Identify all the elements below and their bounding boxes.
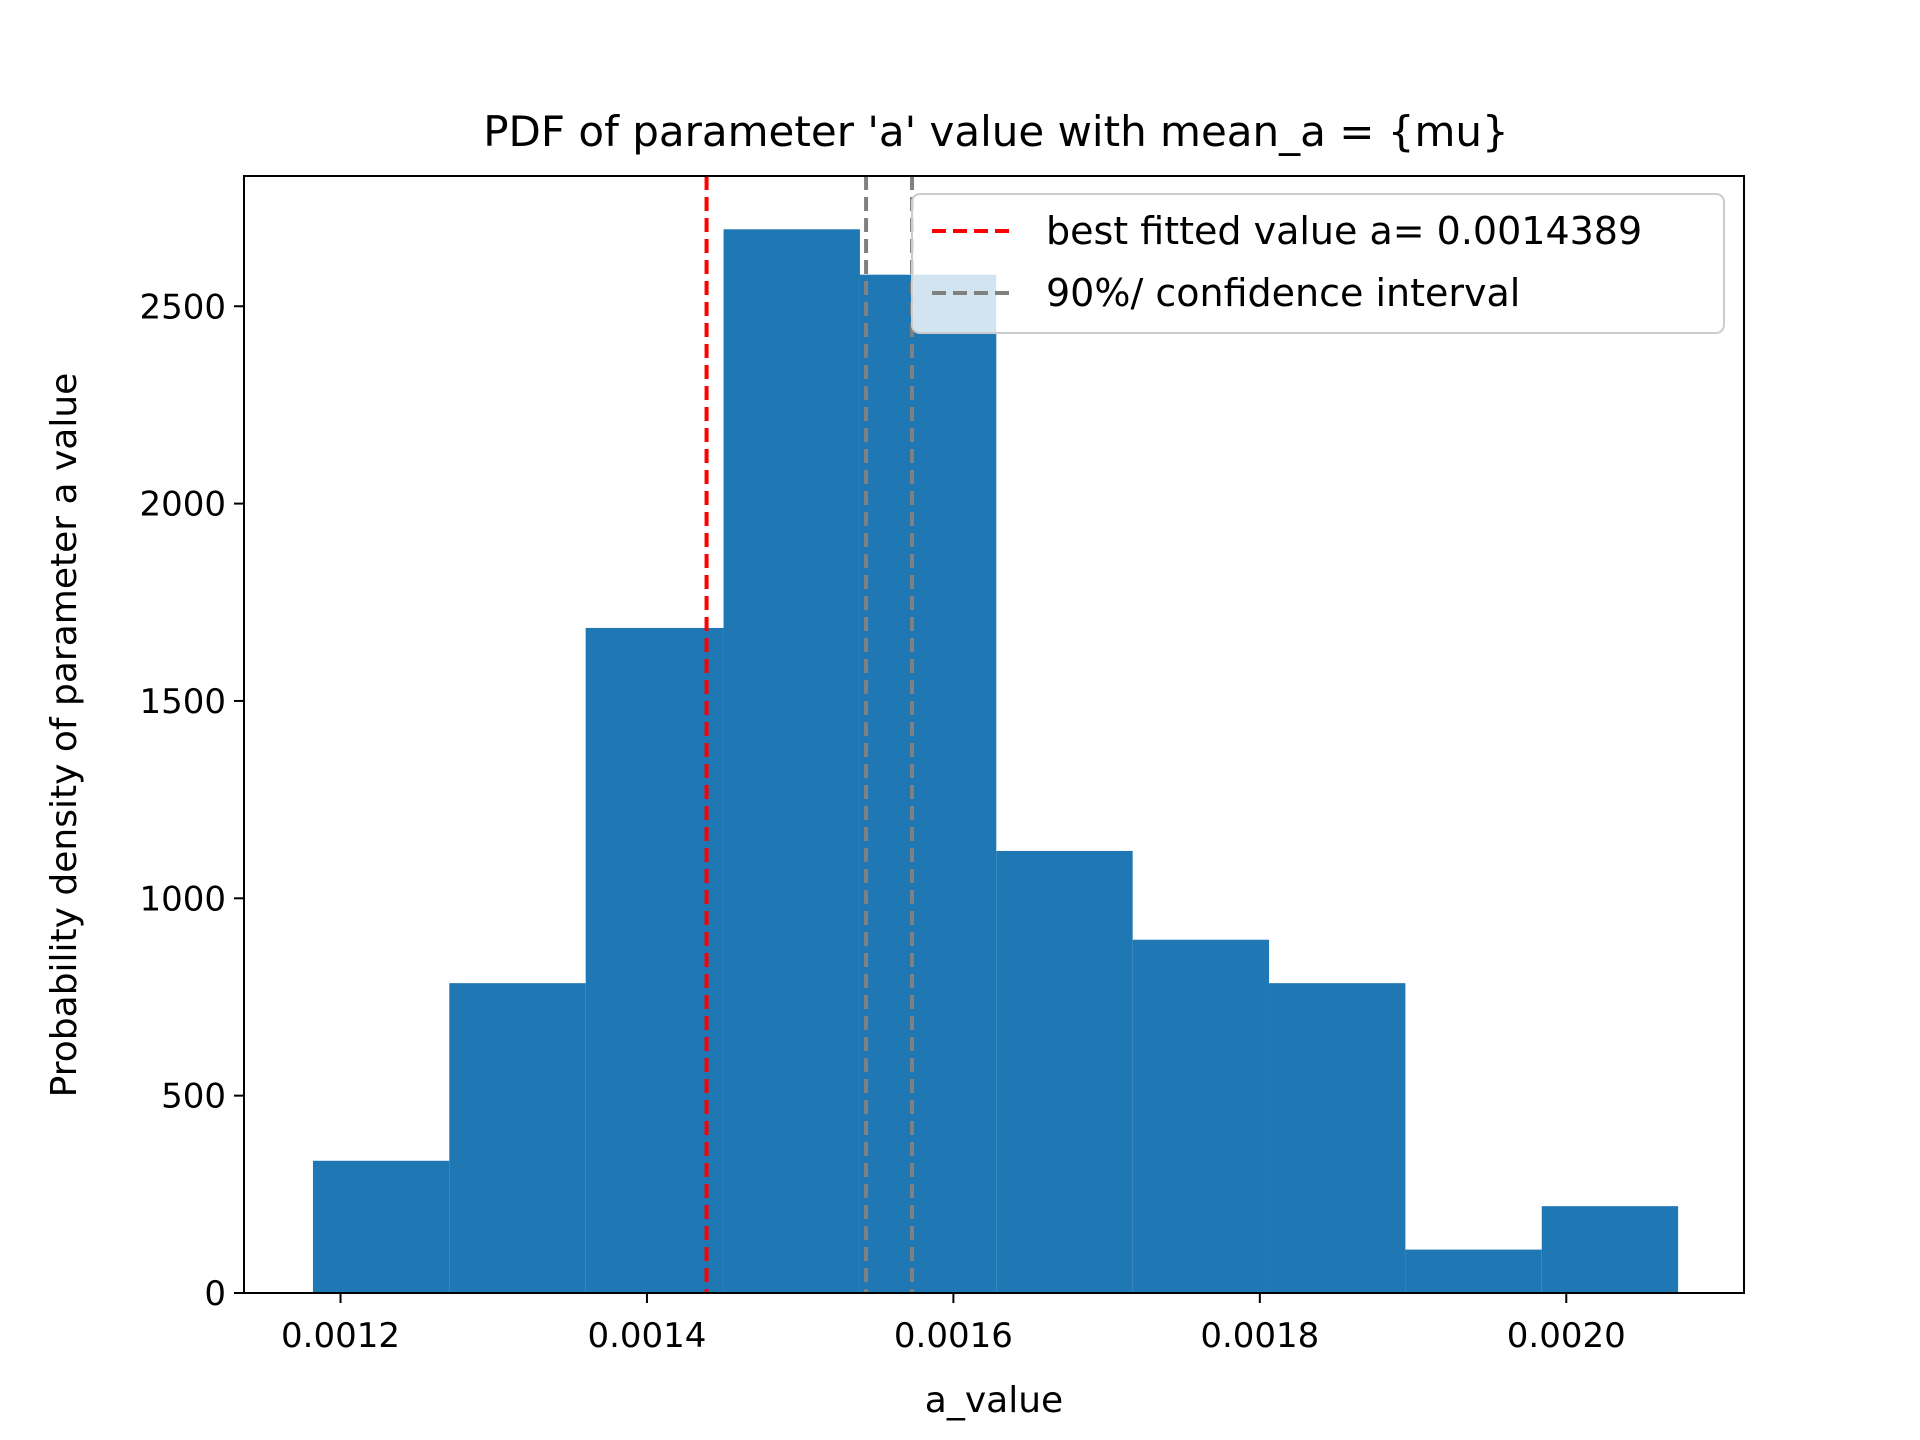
reference-lines-group [704,176,915,1293]
histogram-bar-8 [1269,983,1406,1293]
x-axis-label: a_value [925,1380,1063,1421]
y-tick-label: 1000 [139,879,226,919]
y-tick-label: 1500 [139,682,226,722]
chart-title: PDF of parameter 'a' value with mean_a =… [483,107,1509,156]
histogram-bar-3 [585,627,724,1293]
histogram-bar-6 [996,850,1133,1293]
x-tick-label: 0.0020 [1507,1316,1626,1356]
plot-frame [243,175,1745,1294]
histogram-bar-2 [449,983,586,1293]
histogram-bar-1 [312,1160,450,1293]
histogram-bar-9 [1405,1249,1542,1293]
bars-group [312,229,1679,1294]
legend: best fitted value a= 0.0014389 90%/ conf… [911,193,1725,334]
x-tick-label: 0.0014 [587,1316,706,1356]
x-axis-ticks: 0.0012 0.0014 0.0016 0.0018 0.0020 [281,1293,1626,1356]
histogram-bar-5 [859,274,997,1293]
legend-label-best-fit: best fitted value a= 0.0014389 [1046,209,1642,253]
x-tick-label: 0.0012 [281,1316,400,1356]
legend-box [911,193,1725,334]
y-axis-label: Probability density of parameter a value [44,373,85,1098]
histogram-bar-4 [723,229,860,1294]
y-axis-ticks: 0 500 1000 1500 2000 2500 [139,287,244,1314]
x-tick-label: 0.0016 [894,1316,1013,1356]
y-tick-label: 0 [204,1274,226,1314]
histogram-bar-10 [1541,1206,1679,1293]
y-tick-label: 2000 [139,485,226,525]
legend-label-confidence: 90%/ confidence interval [1046,271,1520,315]
histogram-bar-7 [1132,939,1270,1293]
y-tick-label: 2500 [139,287,226,327]
y-tick-label: 500 [161,1077,226,1117]
x-tick-label: 0.0018 [1200,1316,1319,1356]
